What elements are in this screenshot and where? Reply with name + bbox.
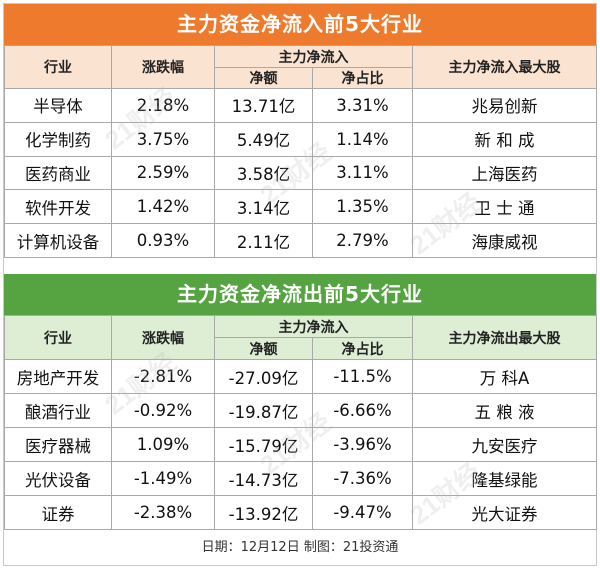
stock-cell: 兆易创新 xyxy=(412,88,597,123)
ratio-cell: -3.96% xyxy=(312,427,413,462)
ratio-cell: -6.66% xyxy=(312,393,413,428)
header-top-stock: 主力净流出最大股 xyxy=(412,315,597,360)
change-cell: 0.93% xyxy=(111,223,215,258)
header-change: 涨跌幅 xyxy=(111,45,215,89)
header-main-inflow: 主力净流入 xyxy=(214,45,413,68)
footer-credit: 日期：12月12日 制图：21投资通 xyxy=(4,531,596,565)
ratio-cell: -9.47% xyxy=(312,495,413,530)
ratio-cell: 3.31% xyxy=(312,88,413,123)
outflow-section: 主力资金净流出前5大行业 行业 涨跌幅 主力净流入 主力净流出最大股 净额 净占… xyxy=(4,274,597,530)
stock-cell: 海康威视 xyxy=(412,223,597,258)
industry-cell: 化学制药 xyxy=(4,121,112,157)
change-cell: -1.49% xyxy=(111,461,215,496)
header-ratio: 净占比 xyxy=(312,67,413,89)
industry-cell: 医疗器械 xyxy=(4,427,112,462)
industry-cell: 半导体 xyxy=(4,88,112,123)
outflow-table: 行业 涨跌幅 主力净流入 主力净流出最大股 净额 净占比 房地产开发 -2.81… xyxy=(4,315,597,530)
table-row: 光伏设备 -1.49% -14.73亿 -7.36% 隆基绿能 xyxy=(4,461,597,496)
inflow-subheader-row: 净额 净占比 xyxy=(5,67,597,89)
stock-cell: 上海医药 xyxy=(412,155,597,191)
header-industry: 行业 xyxy=(4,315,112,360)
outflow-title: 主力资金净流出前5大行业 xyxy=(4,274,596,315)
net-cell: -13.92亿 xyxy=(214,495,313,530)
table-row: 软件开发 1.42% 3.14亿 1.35% 卫 士 通 xyxy=(4,189,597,225)
industry-cell: 医药商业 xyxy=(4,155,112,191)
net-cell: 2.11亿 xyxy=(214,223,313,258)
header-change: 涨跌幅 xyxy=(111,315,215,360)
stock-cell: 万 科A xyxy=(412,359,597,394)
outflow-header-row: 行业 涨跌幅 主力净流入 主力净流出最大股 xyxy=(4,315,597,360)
table-row: 酿酒行业 -0.92% -19.87亿 -6.66% 五 粮 液 xyxy=(4,393,597,428)
net-cell: 13.71亿 xyxy=(214,88,313,123)
industry-cell: 光伏设备 xyxy=(4,461,112,496)
header-top-stock: 主力净流入最大股 xyxy=(412,45,597,89)
ratio-cell: 2.79% xyxy=(312,223,413,258)
stock-cell: 新 和 成 xyxy=(412,121,597,157)
header-industry: 行业 xyxy=(4,45,112,89)
header-main-inflow: 主力净流入 xyxy=(214,315,413,338)
inflow-section: 主力资金净流入前5大行业 行业 涨跌幅 主力净流入 主力净流入最大股 净额 净占… xyxy=(4,4,597,258)
table-row: 化学制药 3.75% 5.49亿 1.14% 新 和 成 xyxy=(4,121,597,157)
change-cell: 2.59% xyxy=(111,155,215,191)
stock-cell: 光大证券 xyxy=(412,495,597,530)
stock-cell: 卫 士 通 xyxy=(412,189,597,225)
net-cell: 5.49亿 xyxy=(214,121,313,157)
change-cell: 2.18% xyxy=(111,88,215,123)
header-ratio: 净占比 xyxy=(312,337,413,360)
inflow-title: 主力资金净流入前5大行业 xyxy=(4,4,596,45)
industry-cell: 房地产开发 xyxy=(4,359,112,394)
header-net: 净额 xyxy=(214,337,313,360)
table-row: 半导体 2.18% 13.71亿 3.31% 兆易创新 xyxy=(4,88,597,123)
change-cell: 1.09% xyxy=(111,427,215,462)
change-cell: -2.81% xyxy=(111,359,215,394)
outflow-subheader-row: 净额 净占比 xyxy=(5,337,597,360)
net-cell: 3.14亿 xyxy=(214,189,313,225)
industry-cell: 酿酒行业 xyxy=(4,393,112,428)
table-row: 医疗器械 1.09% -15.79亿 -3.96% 九安医疗 xyxy=(4,427,597,462)
table-row: 医药商业 2.59% 3.58亿 3.11% 上海医药 xyxy=(4,155,597,191)
change-cell: -2.38% xyxy=(111,495,215,530)
ratio-cell: 3.11% xyxy=(312,155,413,191)
industry-cell: 软件开发 xyxy=(4,189,112,225)
net-cell: -27.09亿 xyxy=(214,359,313,394)
stock-cell: 五 粮 液 xyxy=(412,393,597,428)
net-cell: -14.73亿 xyxy=(214,461,313,496)
change-cell: 1.42% xyxy=(111,189,215,225)
stock-cell: 隆基绿能 xyxy=(412,461,597,496)
table-row: 证券 -2.38% -13.92亿 -9.47% 光大证券 xyxy=(4,495,597,530)
ratio-cell: -7.36% xyxy=(312,461,413,496)
change-cell: 3.75% xyxy=(111,121,215,157)
infographic-frame: 主力资金净流入前5大行业 行业 涨跌幅 主力净流入 主力净流入最大股 净额 净占… xyxy=(3,3,597,566)
stock-cell: 九安医疗 xyxy=(412,427,597,462)
ratio-cell: 1.35% xyxy=(312,189,413,225)
change-cell: -0.92% xyxy=(111,393,215,428)
net-cell: 3.58亿 xyxy=(214,155,313,191)
table-row: 房地产开发 -2.81% -27.09亿 -11.5% 万 科A xyxy=(4,359,597,394)
industry-cell: 计算机设备 xyxy=(4,223,112,258)
ratio-cell: -11.5% xyxy=(312,359,413,394)
ratio-cell: 1.14% xyxy=(312,121,413,157)
net-cell: -19.87亿 xyxy=(214,393,313,428)
net-cell: -15.79亿 xyxy=(214,427,313,462)
inflow-table: 行业 涨跌幅 主力净流入 主力净流入最大股 净额 净占比 半导体 2.18% 1… xyxy=(4,45,597,258)
table-row: 计算机设备 0.93% 2.11亿 2.79% 海康威视 xyxy=(4,223,597,258)
inflow-header-row: 行业 涨跌幅 主力净流入 主力净流入最大股 xyxy=(4,45,597,89)
industry-cell: 证券 xyxy=(4,495,112,530)
header-net: 净额 xyxy=(214,67,313,89)
